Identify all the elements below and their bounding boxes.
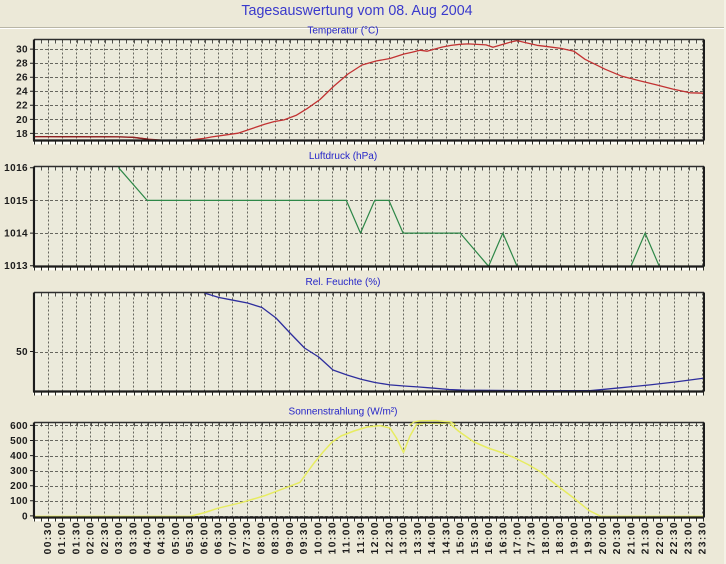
svg-text:05:30: 05:30 [185, 521, 196, 554]
svg-text:500: 500 [10, 436, 28, 447]
svg-text:15:00: 15:00 [456, 521, 467, 554]
svg-text:300: 300 [10, 466, 28, 477]
svg-text:22: 22 [16, 101, 28, 112]
svg-text:16:00: 16:00 [484, 521, 495, 554]
svg-text:02:30: 02:30 [100, 521, 111, 554]
svg-text:28: 28 [16, 59, 28, 70]
svg-text:13:00: 13:00 [399, 521, 410, 554]
svg-text:Luftdruck (hPa): Luftdruck (hPa) [309, 151, 377, 162]
svg-text:1015: 1015 [4, 196, 28, 207]
svg-text:30: 30 [16, 45, 28, 56]
svg-text:07:00: 07:00 [228, 521, 239, 554]
svg-text:1013: 1013 [4, 261, 28, 272]
svg-text:08:30: 08:30 [271, 521, 282, 554]
svg-text:11:30: 11:30 [356, 521, 367, 554]
svg-text:00:30: 00:30 [43, 521, 54, 554]
svg-text:24: 24 [16, 87, 28, 98]
svg-text:07:30: 07:30 [242, 521, 253, 554]
svg-text:19:30: 19:30 [584, 521, 595, 554]
svg-text:21:00: 21:00 [626, 521, 637, 554]
svg-text:50: 50 [16, 347, 28, 358]
svg-text:02:00: 02:00 [86, 521, 97, 554]
svg-text:17:30: 17:30 [527, 521, 538, 554]
svg-text:04:30: 04:30 [157, 521, 168, 554]
svg-text:13:30: 13:30 [413, 521, 424, 554]
svg-text:23:00: 23:00 [683, 521, 694, 554]
svg-text:23:30: 23:30 [698, 521, 709, 554]
svg-text:01:00: 01:00 [57, 521, 68, 554]
svg-text:11:00: 11:00 [342, 521, 353, 554]
svg-text:22:00: 22:00 [655, 521, 666, 554]
svg-text:200: 200 [10, 481, 28, 492]
svg-text:10:00: 10:00 [313, 521, 324, 554]
svg-text:20:00: 20:00 [598, 521, 609, 554]
svg-text:20: 20 [16, 115, 28, 126]
svg-text:06:00: 06:00 [199, 521, 210, 554]
svg-text:09:00: 09:00 [285, 521, 296, 554]
svg-text:14:00: 14:00 [427, 521, 438, 554]
svg-text:Temperatur (°C): Temperatur (°C) [307, 26, 378, 37]
svg-text:12:00: 12:00 [370, 521, 381, 554]
svg-text:1016: 1016 [4, 163, 28, 174]
svg-text:14:30: 14:30 [441, 521, 452, 554]
svg-text:Sonnenstrahlung (W/m²): Sonnenstrahlung (W/m²) [289, 407, 398, 418]
svg-text:04:00: 04:00 [143, 521, 154, 554]
svg-text:21:30: 21:30 [641, 521, 652, 554]
svg-text:10:30: 10:30 [328, 521, 339, 554]
svg-text:26: 26 [16, 73, 28, 84]
svg-text:06:30: 06:30 [214, 521, 225, 554]
svg-text:09:30: 09:30 [299, 521, 310, 554]
svg-text:05:00: 05:00 [171, 521, 182, 554]
svg-text:0: 0 [22, 511, 28, 522]
svg-text:600: 600 [10, 421, 28, 432]
svg-text:03:00: 03:00 [114, 521, 125, 554]
svg-text:17:00: 17:00 [513, 521, 524, 554]
svg-text:15:30: 15:30 [470, 521, 481, 554]
svg-text:19:00: 19:00 [569, 521, 580, 554]
svg-text:100: 100 [10, 496, 28, 507]
svg-text:03:30: 03:30 [128, 521, 139, 554]
svg-text:400: 400 [10, 451, 28, 462]
svg-text:20:30: 20:30 [612, 521, 623, 554]
svg-text:18:30: 18:30 [555, 521, 566, 554]
svg-text:Rel. Feuchte (%): Rel. Feuchte (%) [305, 277, 380, 288]
svg-text:08:00: 08:00 [256, 521, 267, 554]
svg-text:16:30: 16:30 [498, 521, 509, 554]
svg-text:12:30: 12:30 [384, 521, 395, 554]
svg-text:1014: 1014 [4, 229, 28, 240]
svg-text:18:00: 18:00 [541, 521, 552, 554]
svg-text:18: 18 [16, 129, 28, 140]
svg-text:01:30: 01:30 [71, 521, 82, 554]
svg-text:22:30: 22:30 [669, 521, 680, 554]
